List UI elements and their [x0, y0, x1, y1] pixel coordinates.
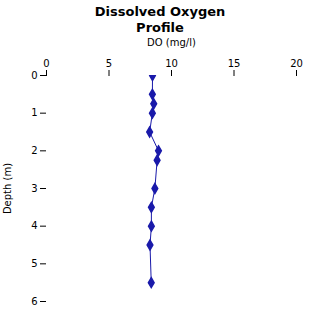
svg-text:6: 6 — [31, 296, 37, 307]
svg-text:4: 4 — [31, 221, 37, 232]
svg-text:5: 5 — [106, 58, 112, 69]
svg-text:15: 15 — [228, 58, 241, 69]
svg-text:10: 10 — [165, 58, 178, 69]
html-text:Dissolved Oxygen Profile: Dissolved Oxygen Profile — [94, 4, 226, 35]
svg-text:1: 1 — [31, 108, 37, 119]
svg-text:3: 3 — [31, 183, 37, 194]
svg-text:DO (mg/l): DO (mg/l) — [147, 37, 196, 48]
svg-text:2: 2 — [31, 145, 37, 156]
svg-text:0: 0 — [31, 70, 37, 81]
svg-text:5: 5 — [31, 258, 37, 269]
svg-text:20: 20 — [290, 58, 303, 69]
svg-text:Depth (m): Depth (m) — [2, 163, 13, 214]
svg-text:0: 0 — [43, 58, 49, 69]
